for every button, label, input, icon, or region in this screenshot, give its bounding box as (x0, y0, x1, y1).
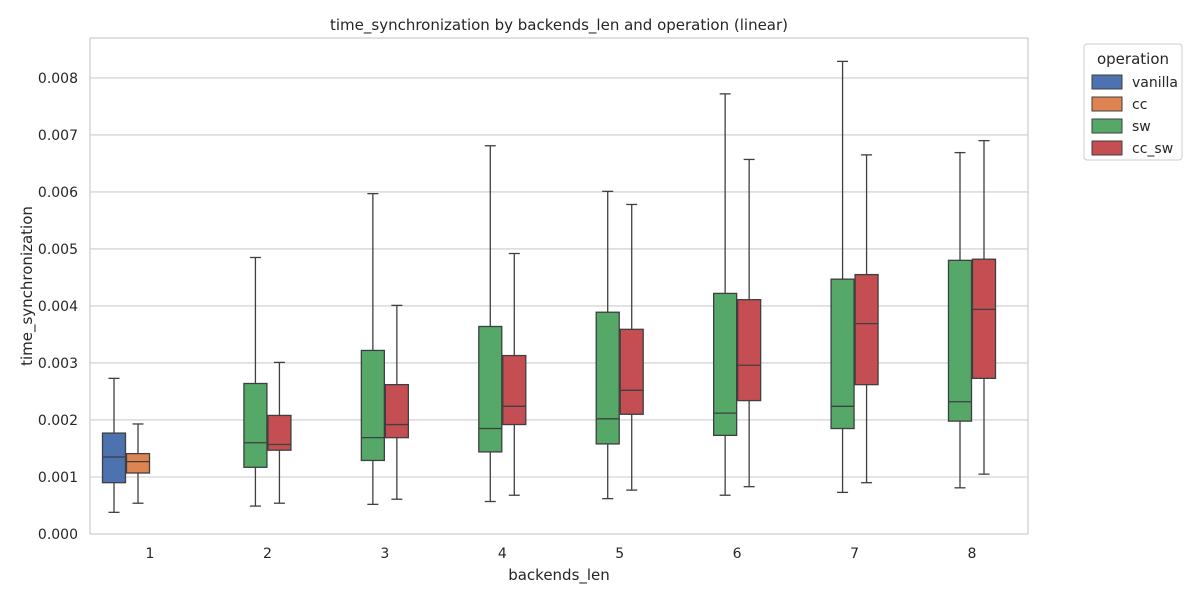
iqr-box (125, 452, 151, 474)
iqr-box (243, 382, 268, 468)
legend-label: cc (1132, 97, 1147, 113)
iqr-box (830, 278, 855, 430)
legend-item-cc: cc (1091, 96, 1147, 113)
legend-swatch (1091, 140, 1123, 156)
y-tick-label: 0.000 (38, 527, 78, 543)
box-plots (101, 60, 997, 513)
y-tick-label: 0.004 (38, 299, 78, 315)
legend: operation vanilla cc sw cc_sw (1083, 43, 1183, 161)
box-sw-3 (360, 192, 386, 506)
box-sw-7 (830, 60, 855, 494)
iqr-box (502, 354, 527, 426)
x-tick-label: 2 (263, 546, 272, 562)
legend-swatch (1091, 96, 1123, 112)
x-tick-labels: 1 2 3 4 5 6 7 8 (146, 546, 977, 562)
iqr-box (947, 259, 973, 422)
iqr-box (595, 311, 620, 445)
plot-background (90, 38, 1028, 534)
iqr-box (736, 299, 762, 402)
box-cc_sw-6 (736, 158, 762, 488)
iqr-box (971, 258, 997, 380)
legend-swatch (1091, 74, 1123, 90)
iqr-box (478, 325, 503, 453)
y-tick-label: 0.006 (38, 185, 78, 201)
legend-label: sw (1132, 119, 1151, 135)
box-cc_sw-2 (267, 361, 292, 504)
legend-item-cc_sw: cc_sw (1091, 140, 1173, 157)
legend-item-vanilla: vanilla (1091, 74, 1178, 91)
box-cc_sw-4 (502, 252, 527, 496)
legend-title: operation (1097, 50, 1169, 68)
box-cc_sw-8 (971, 139, 997, 475)
box-sw-2 (243, 256, 268, 507)
x-tick-label: 7 (850, 546, 859, 562)
x-tick-label: 4 (498, 546, 507, 562)
x-tick-label: 6 (733, 546, 742, 562)
y-axis-title: time_synchronization (18, 206, 37, 366)
box-cc_sw-7 (854, 154, 879, 484)
iqr-box (712, 292, 738, 437)
box-vanilla-1 (101, 377, 127, 513)
y-tick-label: 0.003 (38, 356, 78, 372)
box-cc_sw-3 (384, 304, 410, 500)
y-tick-label: 0.007 (38, 128, 78, 144)
box-cc-1 (125, 423, 151, 504)
legend-label: cc_sw (1132, 141, 1173, 157)
iqr-box (360, 349, 386, 462)
x-axis-title: backends_len (508, 566, 610, 585)
plot-frame (89, 37, 1029, 535)
legend-item-sw: sw (1091, 118, 1151, 135)
iqr-box (854, 273, 879, 386)
iqr-box (619, 328, 644, 415)
iqr-box (101, 432, 127, 484)
y-tick-label: 0.005 (38, 242, 78, 258)
chart-title: time_synchronization by backends_len and… (330, 16, 788, 35)
box-sw-6 (712, 93, 738, 496)
box-cc_sw-5 (619, 203, 644, 491)
legend-swatch (1091, 118, 1123, 134)
x-tick-label: 8 (968, 546, 977, 562)
y-tick-label: 0.002 (38, 413, 78, 429)
iqr-box (267, 414, 292, 451)
x-tick-label: 5 (615, 546, 624, 562)
box-sw-5 (595, 190, 620, 500)
y-tick-labels: 0.000 0.001 0.002 0.003 0.004 0.005 0.006 0.007… (38, 71, 78, 543)
x-tick-label: 3 (380, 546, 389, 562)
legend-label: vanilla (1132, 75, 1178, 91)
y-tick-label: 0.008 (38, 71, 78, 87)
iqr-box (384, 383, 410, 439)
box-sw-8 (947, 151, 973, 489)
y-tick-label: 0.001 (38, 470, 78, 486)
x-tick-label: 1 (146, 546, 155, 562)
box-sw-4 (478, 145, 503, 503)
